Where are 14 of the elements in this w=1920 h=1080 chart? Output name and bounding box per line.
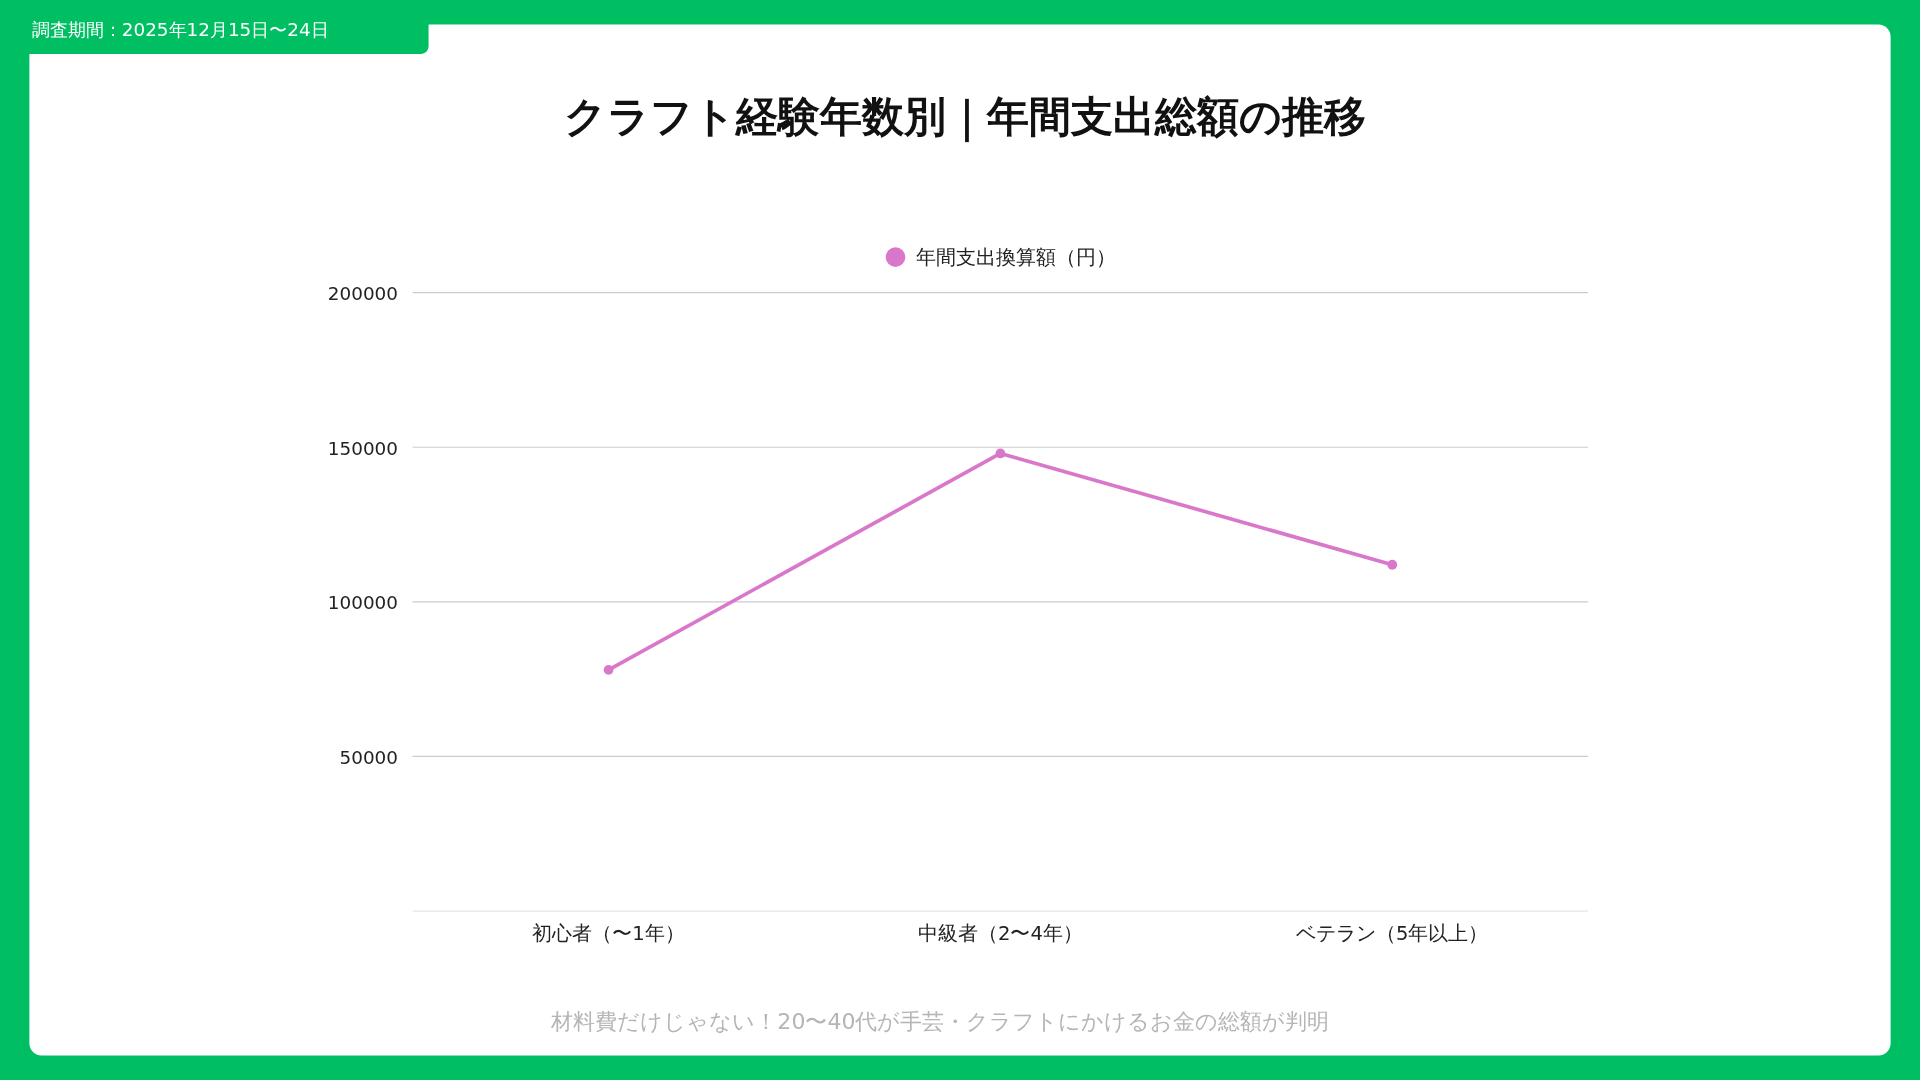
text: 材料費だけじゃない！20〜40代が手芸・クラフトにかけるお金の総額が判明: [550, 1008, 1330, 1034]
y-tick-label: 100000: [327, 592, 398, 614]
y-tick-label: 150000: [327, 437, 398, 459]
point: [995, 448, 1006, 459]
legend-label: 年間支出換算額（円）: [916, 246, 1117, 270]
x-tick-label: 中級者（2〜4年）: [917, 922, 1083, 946]
x-tick-label: ベテラン（5年以上）: [1296, 922, 1489, 946]
y-tick-label: 50000: [339, 746, 398, 768]
y-tick-label: 200000: [327, 283, 398, 304]
x-tick-label: 初心者（〜1年）: [532, 922, 685, 946]
text: 調査期間：2025年12月15日〜24日: [31, 18, 329, 40]
point: [603, 664, 614, 675]
chart-title: クラフト経験年数別｜年間支出総額の推移: [563, 92, 1366, 144]
point: [1387, 559, 1398, 570]
